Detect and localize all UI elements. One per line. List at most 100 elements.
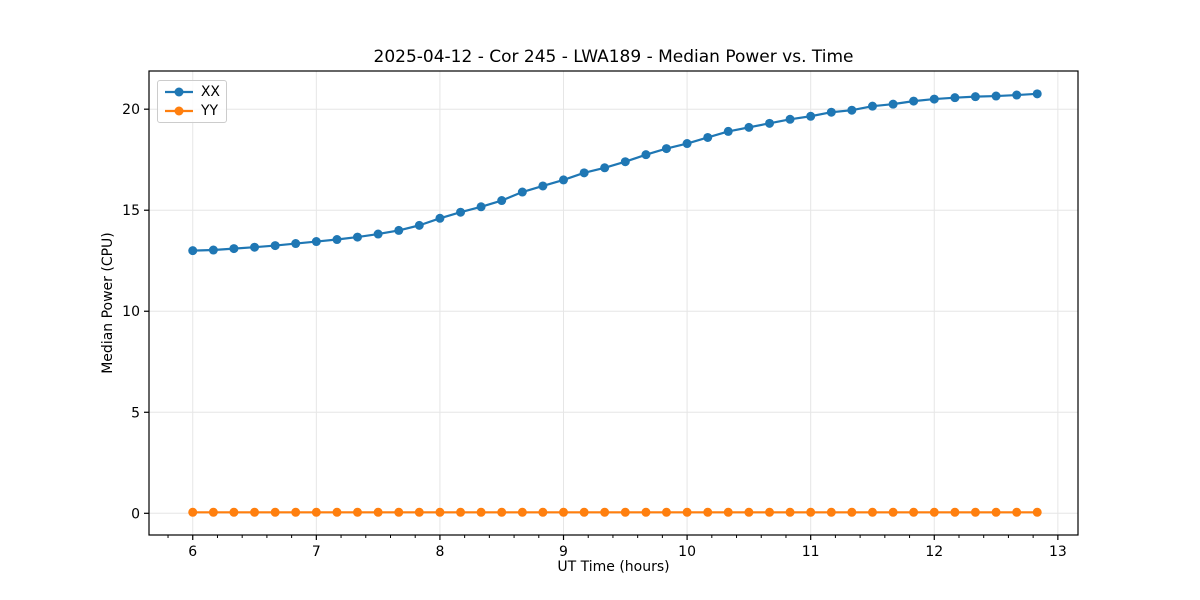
data-point-yy bbox=[352, 507, 362, 517]
data-point-xx bbox=[291, 239, 301, 249]
data-point-xx bbox=[744, 122, 754, 132]
data-point-yy bbox=[991, 507, 1001, 517]
legend: XX YY bbox=[157, 80, 227, 123]
data-point-xx bbox=[909, 96, 919, 106]
data-point-xx bbox=[456, 207, 466, 217]
data-point-xx bbox=[559, 175, 569, 185]
data-point-yy bbox=[600, 507, 610, 517]
data-point-yy bbox=[476, 507, 486, 517]
data-point-xx bbox=[208, 245, 218, 255]
data-point-xx bbox=[414, 220, 424, 230]
data-point-xx bbox=[847, 105, 857, 115]
data-point-xx bbox=[641, 150, 651, 160]
legend-label: YY bbox=[201, 103, 219, 120]
data-point-xx bbox=[579, 168, 589, 178]
x-tick-label: 13 bbox=[1049, 544, 1067, 560]
data-point-yy bbox=[311, 507, 321, 517]
data-point-yy bbox=[909, 507, 919, 517]
y-tick-label: 5 bbox=[131, 405, 140, 421]
data-point-yy bbox=[826, 507, 836, 517]
data-point-xx bbox=[1032, 89, 1042, 99]
legend-line-marker-icon bbox=[165, 87, 193, 97]
data-point-yy bbox=[703, 507, 713, 517]
data-point-yy bbox=[394, 507, 404, 517]
data-point-yy bbox=[229, 507, 239, 517]
data-point-xx bbox=[888, 99, 898, 109]
y-axis-label-text: Median Power (CPU) bbox=[100, 232, 116, 374]
data-point-xx bbox=[497, 196, 507, 206]
data-point-yy bbox=[538, 507, 548, 517]
data-point-xx bbox=[1012, 90, 1022, 100]
data-point-xx bbox=[765, 118, 775, 128]
y-tick-label: 20 bbox=[122, 102, 140, 118]
data-point-yy bbox=[661, 507, 671, 517]
x-tick-label: 8 bbox=[435, 544, 444, 560]
data-point-xx bbox=[188, 246, 198, 256]
data-point-xx bbox=[250, 242, 260, 252]
data-point-yy bbox=[579, 507, 589, 517]
plot-border bbox=[148, 70, 1079, 536]
data-point-yy bbox=[373, 507, 383, 517]
data-point-yy bbox=[332, 507, 342, 517]
data-point-xx bbox=[661, 144, 671, 154]
data-point-yy bbox=[641, 507, 651, 517]
data-point-xx bbox=[950, 93, 960, 103]
data-point-yy bbox=[1032, 507, 1042, 517]
data-point-xx bbox=[311, 237, 321, 247]
data-point-xx bbox=[970, 92, 980, 102]
data-point-yy bbox=[250, 507, 260, 517]
data-point-yy bbox=[929, 507, 939, 517]
data-point-xx bbox=[826, 107, 836, 117]
data-point-xx bbox=[723, 126, 733, 136]
legend-item-xx: XX bbox=[164, 82, 220, 101]
data-point-xx bbox=[929, 94, 939, 104]
x-tick-label: 11 bbox=[802, 544, 820, 560]
data-point-xx bbox=[517, 187, 527, 197]
data-point-yy bbox=[620, 507, 630, 517]
data-point-xx bbox=[806, 111, 816, 121]
data-point-yy bbox=[497, 507, 507, 517]
data-point-xx bbox=[991, 91, 1001, 101]
legend-item-yy: YY bbox=[164, 102, 220, 121]
data-point-xx bbox=[703, 132, 713, 142]
data-point-xx bbox=[373, 229, 383, 239]
data-point-yy bbox=[188, 507, 198, 517]
data-point-yy bbox=[847, 507, 857, 517]
data-point-xx bbox=[476, 202, 486, 212]
x-tick-label: 7 bbox=[312, 544, 321, 560]
data-point-yy bbox=[414, 507, 424, 517]
data-point-xx bbox=[538, 181, 548, 191]
data-point-yy bbox=[456, 507, 466, 517]
data-point-xx bbox=[352, 232, 362, 242]
data-point-yy bbox=[723, 507, 733, 517]
x-tick-label: 9 bbox=[559, 544, 568, 560]
data-point-yy bbox=[785, 507, 795, 517]
data-point-xx bbox=[270, 241, 280, 251]
data-point-yy bbox=[970, 507, 980, 517]
data-point-yy bbox=[806, 507, 816, 517]
data-point-xx bbox=[229, 244, 239, 254]
series-line-xx bbox=[192, 92, 1038, 252]
data-point-yy bbox=[744, 507, 754, 517]
data-point-yy bbox=[270, 507, 280, 517]
legend-line-marker-icon bbox=[165, 106, 193, 116]
data-point-yy bbox=[682, 507, 692, 517]
data-point-yy bbox=[1012, 507, 1022, 517]
data-point-yy bbox=[867, 507, 877, 517]
data-point-xx bbox=[785, 114, 795, 124]
data-point-yy bbox=[888, 507, 898, 517]
data-point-yy bbox=[765, 507, 775, 517]
data-point-xx bbox=[394, 225, 404, 235]
data-point-yy bbox=[517, 507, 527, 517]
data-point-xx bbox=[620, 157, 630, 167]
y-tick-label: 15 bbox=[122, 203, 140, 219]
data-point-xx bbox=[600, 163, 610, 173]
data-point-yy bbox=[435, 507, 445, 517]
data-point-xx bbox=[332, 235, 342, 245]
data-point-xx bbox=[435, 213, 445, 223]
y-tick-label: 0 bbox=[131, 506, 140, 522]
x-tick-label: 12 bbox=[925, 544, 943, 560]
x-axis-label: UT Time (hours) bbox=[557, 559, 670, 575]
